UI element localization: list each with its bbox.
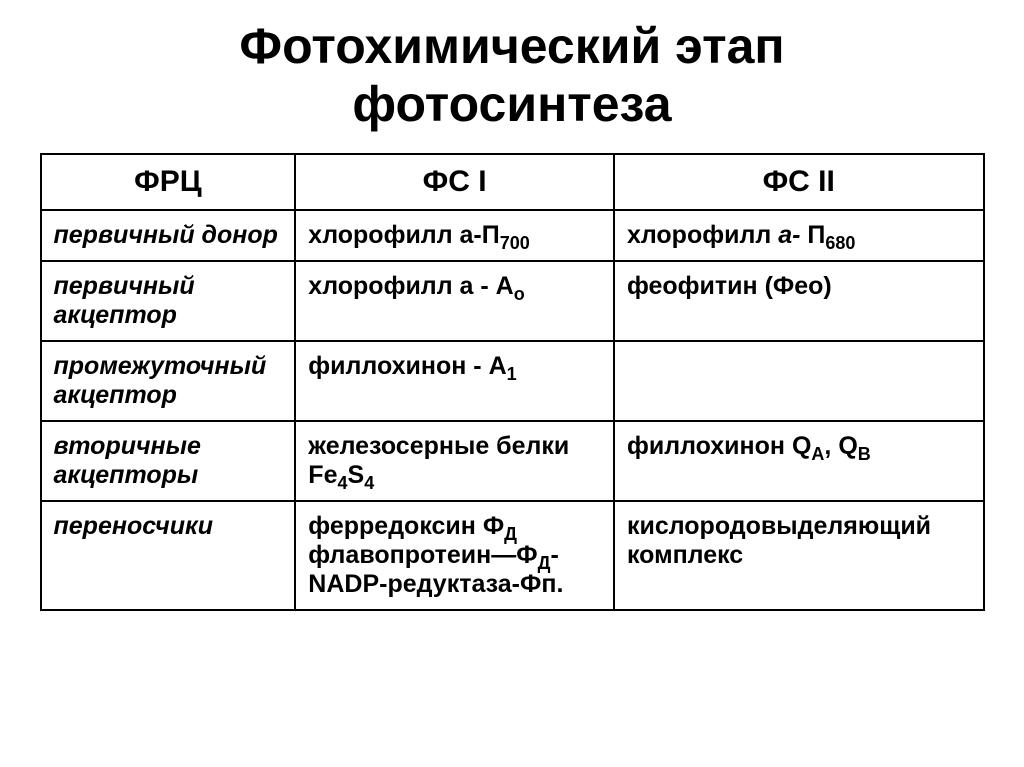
cell-fs2-intermediate-acceptor	[614, 341, 984, 421]
row-label: первичный акцептор	[41, 261, 296, 341]
title-line-1: Фотохимический этап	[239, 18, 784, 76]
table-row: первичный донор хлорофилл а-П700 хлорофи…	[41, 210, 984, 261]
row-label: промежуточный акцептор	[41, 341, 296, 421]
title-line-2: фотосинтеза	[239, 76, 784, 134]
header-fs1: ФС I	[295, 154, 614, 210]
cell-fs1-primary-acceptor: хлорофилл а - Ао	[295, 261, 614, 341]
cell-fs2-primary-acceptor: феофитин (Фео)	[614, 261, 984, 341]
cell-fs1-secondary-acceptors: железосерные белки Fe4S4	[295, 421, 614, 501]
table-header-row: ФРЦ ФС I ФС II	[41, 154, 984, 210]
row-label: первичный донор	[41, 210, 296, 261]
table-row: промежуточный акцептор филлохинон - А1	[41, 341, 984, 421]
cell-fs1-intermediate-acceptor: филлохинон - А1	[295, 341, 614, 421]
table-row: вторичные акцепторы железосерные белки F…	[41, 421, 984, 501]
photosynthesis-table: ФРЦ ФС I ФС II первичный донор хлорофилл…	[40, 153, 985, 611]
cell-fs2-primary-donor: хлорофилл а- П680	[614, 210, 984, 261]
table-row: переносчики ферредоксин ФД флавопротеин—…	[41, 501, 984, 610]
header-fs2: ФС II	[614, 154, 984, 210]
cell-fs1-primary-donor: хлорофилл а-П700	[295, 210, 614, 261]
cell-fs2-carriers: кислородовыделяющий комплекс	[614, 501, 984, 610]
row-label: вторичные акцепторы	[41, 421, 296, 501]
header-frts: ФРЦ	[41, 154, 296, 210]
cell-fs1-carriers: ферредоксин ФД флавопротеин—ФД- NADP-ред…	[295, 501, 614, 610]
cell-fs2-secondary-acceptors: филлохинон QА, QВ	[614, 421, 984, 501]
row-label: переносчики	[41, 501, 296, 610]
page-title: Фотохимический этап фотосинтеза	[239, 18, 784, 133]
table-row: первичный акцептор хлорофилл а - Ао феоф…	[41, 261, 984, 341]
